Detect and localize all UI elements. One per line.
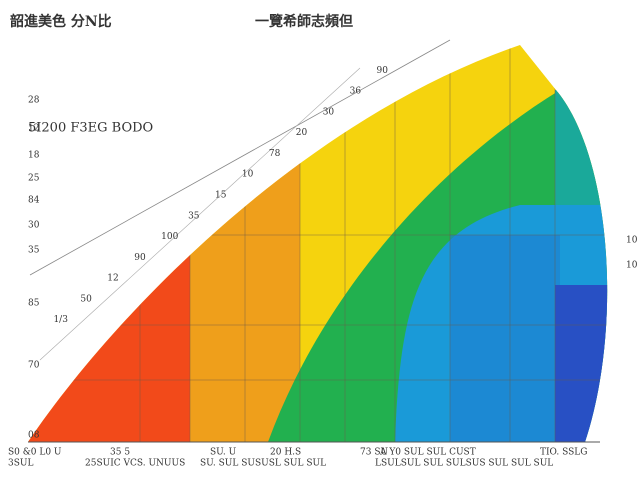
bottom-label: 35 5 (110, 448, 130, 458)
diagonal-label: 20 (296, 128, 308, 138)
diagonal-label: 36 (350, 87, 362, 97)
diagonal-label: 30 (323, 107, 335, 117)
inner-label: 5I200 F3EG BODO (28, 121, 153, 136)
bottom-label: SU. U (210, 448, 237, 458)
right-label: 10 (626, 236, 638, 246)
left-label: 08 (28, 431, 40, 441)
diagonal-label: 35 (188, 211, 200, 221)
diagonal-label: 78 (269, 149, 281, 159)
left-label: 25 (28, 174, 40, 184)
diagonal-line (39, 67, 361, 361)
diagonal-label: 1/3 (53, 315, 68, 325)
left-title: 韶進美色 分N比 (10, 13, 112, 30)
left-label: 70 (28, 361, 40, 371)
diagonal-label: 50 (80, 294, 92, 304)
left-label: 30 (28, 221, 40, 231)
diagonal-label: 15 (215, 191, 227, 201)
bottom-label: S0 &0 L0 U (8, 448, 62, 458)
bottom-label: A Y0 SUL SUL CUST (379, 448, 476, 458)
left-label: 28 (28, 96, 40, 106)
left-label: 18 (28, 151, 40, 161)
center-title: 一覽希師志頻但 (255, 13, 353, 30)
bottom-label: SU. SUL SUSUSL SUL SUL (200, 459, 326, 469)
diagonal-label: 90 (377, 66, 389, 76)
bottom-label: 3SUL (8, 459, 33, 469)
diagonal-label: 90 (134, 253, 146, 263)
right-label: 10 (626, 261, 638, 271)
bottom-label: LSULSUL SUL SULSUS SUL SUL SUL (375, 459, 553, 469)
diagonal-label: 100 (161, 232, 178, 242)
left-label: 85 (28, 299, 40, 309)
bottom-label: TIO. SSLG (540, 448, 587, 458)
bottom-label: 25SUIC VCS. UNUUS (85, 459, 185, 469)
bottom-label: 20 H.S (270, 448, 301, 458)
bottom-label: 73 SU (360, 448, 388, 458)
left-label: 84 (28, 196, 40, 206)
left-label: 12 (28, 124, 39, 134)
diagonal-label: 10 (242, 170, 254, 180)
diagonal-line (29, 39, 451, 276)
diagonal-label: 12 (107, 274, 118, 284)
left-label: 35 (28, 246, 40, 256)
